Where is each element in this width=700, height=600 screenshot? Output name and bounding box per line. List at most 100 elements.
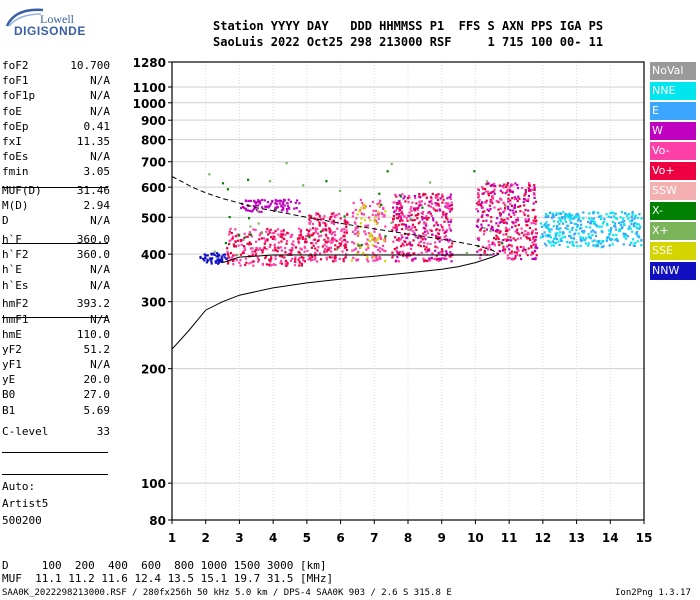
echo-point [511, 209, 514, 212]
echo-point [498, 231, 501, 234]
echo-point [517, 223, 520, 227]
echo-point [258, 234, 261, 237]
echo-point [477, 192, 480, 195]
echo-point [335, 213, 338, 217]
echo-point [330, 250, 333, 253]
echo-point [451, 253, 454, 256]
echo-point [360, 207, 363, 210]
echo-point [308, 230, 311, 233]
echo-point [622, 243, 625, 246]
echo-point [534, 232, 537, 235]
trace-profile [222, 254, 493, 264]
echo-point [623, 235, 626, 238]
echo-point [345, 229, 348, 232]
echo-point [419, 196, 422, 199]
echo-point [477, 218, 480, 221]
echo-point [345, 221, 348, 224]
echo-point [612, 211, 615, 214]
echo-point [491, 241, 494, 244]
echo-point [573, 237, 576, 240]
echo-point [573, 216, 576, 219]
echo-point [505, 185, 508, 188]
echo-point [391, 229, 394, 232]
echo-point [580, 223, 583, 226]
echo-point [374, 237, 377, 240]
echo-point [393, 226, 396, 229]
echo-point [501, 219, 505, 222]
echo-point [439, 197, 442, 200]
echo-point [323, 238, 326, 241]
echo-point [303, 260, 306, 263]
echo-point [271, 199, 274, 203]
echo-point [505, 239, 508, 242]
echo-point [487, 240, 490, 243]
echo-point [508, 243, 511, 247]
echo-point [600, 225, 603, 228]
echo-point [253, 250, 256, 253]
echo-point [602, 245, 605, 248]
echo-point [520, 227, 523, 230]
echo-point [355, 217, 358, 220]
echo-point [310, 254, 313, 257]
echo-point [502, 211, 505, 214]
echo-point [548, 211, 551, 214]
param-value: 20.0 [83, 373, 111, 387]
echo-point [408, 215, 411, 218]
legend-item: E [650, 102, 696, 120]
echo-point [431, 192, 434, 195]
echo-point [357, 233, 360, 236]
echo-point [449, 255, 452, 258]
echo-point [492, 253, 495, 256]
x-tick-label: 1 [168, 531, 176, 545]
echo-point [489, 198, 492, 202]
echo-point [395, 259, 398, 262]
echo-point [492, 197, 495, 200]
echo-point [225, 257, 228, 260]
echo-point [259, 200, 262, 203]
echo-point [532, 193, 536, 196]
echo-point [490, 225, 493, 228]
echo-point [213, 253, 216, 256]
echo-point [356, 259, 359, 262]
echo-point [636, 216, 639, 220]
echo-point [332, 212, 335, 215]
param-row: hmF1 N/A [2, 312, 110, 327]
echo-point [268, 229, 271, 232]
echo-point [504, 221, 507, 224]
echo-point [305, 235, 308, 238]
echo-point [384, 238, 387, 241]
echo-point [503, 207, 507, 210]
echo-point [263, 242, 266, 245]
echo-point [490, 191, 493, 194]
echo-point [391, 251, 394, 254]
echo-point [360, 225, 363, 228]
echo-point [524, 218, 527, 221]
echo-point [597, 211, 600, 214]
echo-point [534, 250, 537, 253]
echo-point [581, 230, 584, 233]
echo-point [217, 261, 221, 264]
echo-point [483, 227, 486, 230]
echo-point [587, 233, 590, 236]
echo-point [421, 215, 424, 219]
echo-point [514, 230, 517, 233]
echo-point [228, 233, 231, 236]
echo-point [210, 252, 213, 255]
echo-point [373, 227, 376, 230]
echo-point [404, 232, 407, 235]
echo-point [408, 242, 411, 245]
echo-point [344, 244, 347, 247]
echo-point [584, 242, 587, 245]
echo-point [223, 256, 226, 259]
echo-point [239, 264, 242, 267]
echo-point [491, 229, 495, 232]
echo-point [497, 224, 500, 227]
echo-point [332, 219, 335, 222]
echo-point [614, 222, 617, 225]
echo-point [412, 239, 415, 242]
echo-point [402, 254, 405, 257]
echo-point [441, 257, 444, 260]
echo-point [378, 192, 381, 195]
echo-point [353, 248, 356, 251]
echo-point [282, 229, 285, 232]
